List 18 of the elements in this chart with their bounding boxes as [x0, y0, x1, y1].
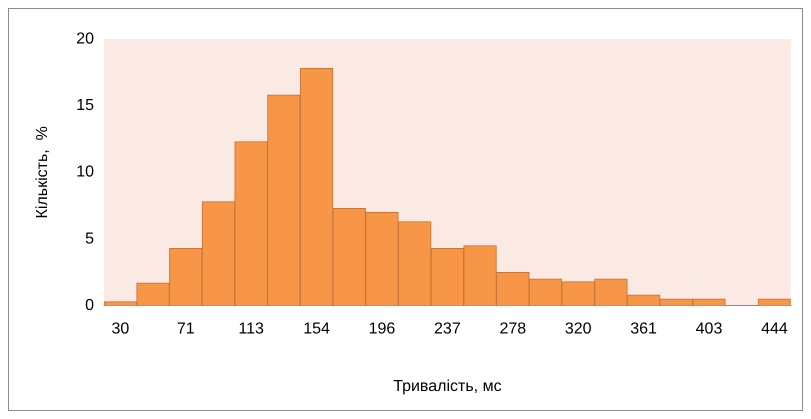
x-tick-label: 71: [176, 320, 195, 338]
x-tick-label: 113: [238, 320, 264, 338]
y-tick-label: 5: [85, 230, 94, 248]
y-axis-title: Кількість, %: [34, 126, 52, 218]
x-tick-label: 154: [303, 320, 330, 338]
x-tick-label: 320: [564, 320, 592, 338]
x-tick-label: 237: [434, 320, 461, 338]
x-tick-label: 444: [761, 320, 788, 338]
y-tick-label: 15: [76, 97, 94, 114]
x-tick-label: 361: [630, 320, 658, 338]
x-tick-label: 403: [696, 320, 722, 338]
y-tick-label: 10: [76, 164, 94, 181]
x-tick-label: 196: [368, 320, 396, 338]
y-tick-label: 0: [85, 297, 94, 314]
x-tick-label: 30: [111, 320, 130, 338]
y-tick-label: 20: [76, 30, 94, 48]
x-tick-label: 278: [499, 320, 526, 338]
x-axis-title: Тривалість, мс: [393, 378, 502, 395]
